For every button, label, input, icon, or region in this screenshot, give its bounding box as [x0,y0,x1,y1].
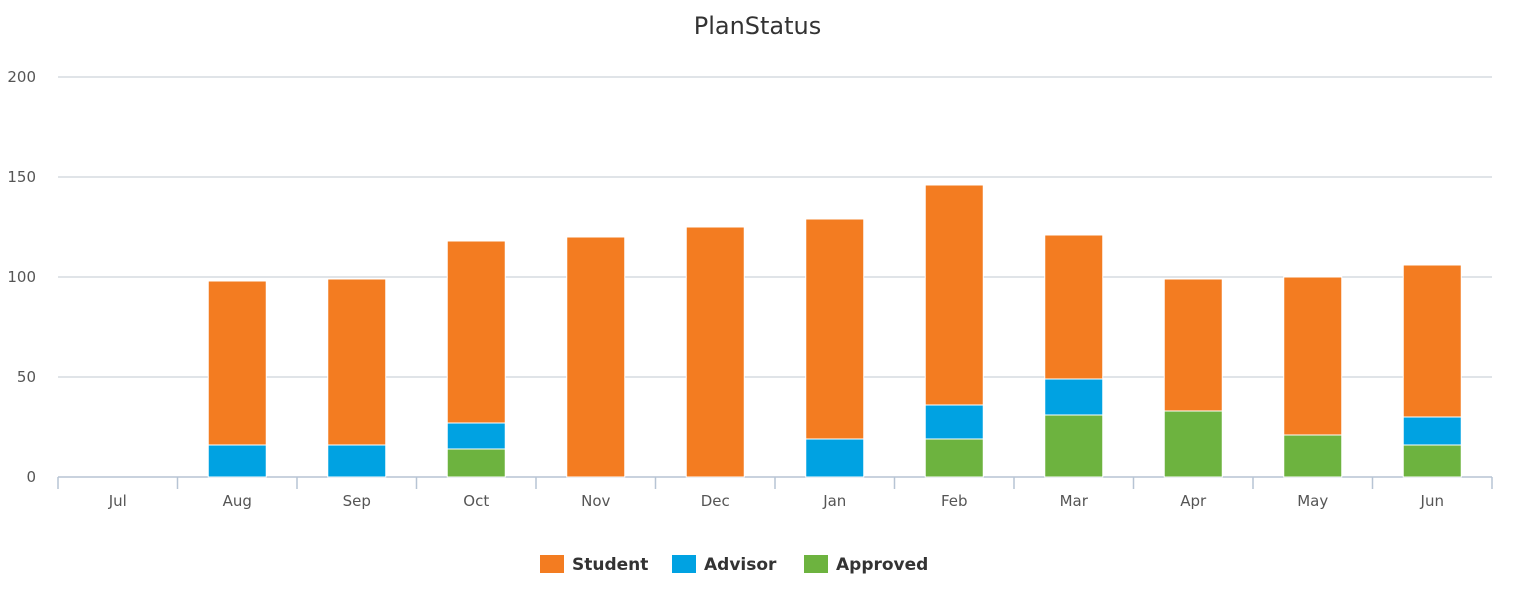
bar-student [207,280,267,446]
bar-advisor [1402,416,1462,446]
y-tick-label: 200 [7,68,36,86]
y-tick-label: 100 [7,268,36,286]
y-tick-label: 0 [26,468,36,486]
bar-student [685,226,745,478]
bar-advisor [1044,378,1104,416]
y-tick-label: 50 [17,368,36,386]
bar-student [1402,264,1462,418]
legend-label-approved: Approved [836,555,928,575]
bar-student [446,240,506,424]
bar-approved [1044,414,1104,478]
x-tick-label: Jan [822,492,846,510]
x-tick-label: Apr [1180,492,1207,510]
x-tick-label: Nov [581,492,610,510]
legend-label-student: Student [572,555,648,575]
x-tick-label: Sep [343,492,371,510]
legend-swatch-advisor [672,555,696,573]
bar-student [1163,278,1223,412]
x-tick-label: Oct [463,492,489,510]
bar-student [327,278,387,446]
legend-swatch-student [540,555,564,573]
x-tick-label: Jun [1420,492,1444,510]
legend-label-advisor: Advisor [704,555,777,575]
bar-advisor [805,438,865,478]
bar-student [805,218,865,440]
y-tick-label: 150 [7,168,36,186]
bar-approved [1283,434,1343,478]
bar-advisor [207,444,267,478]
bar-approved [1163,410,1223,478]
bar-advisor [924,404,984,440]
bar-approved [924,438,984,478]
bar-approved [446,448,506,478]
bar-student [1044,234,1104,380]
x-tick-label: Feb [941,492,968,510]
x-tick-label: May [1297,492,1328,510]
bar-student [566,236,626,478]
chart-title: PlanStatus [693,12,822,40]
x-tick-label: Aug [223,492,252,510]
x-tick-label: Mar [1060,492,1089,510]
bar-advisor [446,422,506,450]
bar-student [1283,276,1343,436]
x-tick-label: Dec [701,492,730,510]
x-tick-label: Jul [108,492,127,510]
bar-advisor [327,444,387,478]
legend-swatch-approved [804,555,828,573]
bar-approved [1402,444,1462,478]
bar-student [924,184,984,406]
